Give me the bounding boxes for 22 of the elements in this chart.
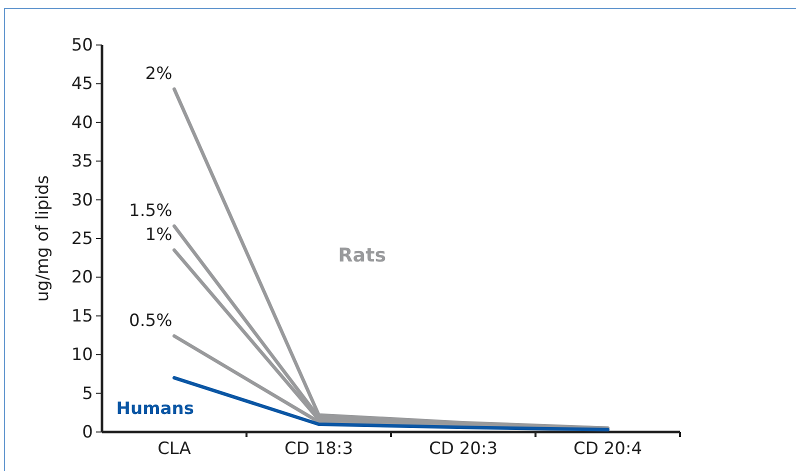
y-tick-label: 50: [71, 35, 93, 56]
series-label: 0.5%: [129, 311, 172, 332]
y-axis-title: ug/mg of lipids: [33, 175, 53, 302]
series-label: 1%: [145, 225, 172, 246]
x-tick-label: CLA: [158, 439, 192, 459]
y-tick-label: 35: [71, 152, 93, 172]
y-tick-label: 40: [71, 112, 93, 133]
y-tick-label: 0: [82, 422, 93, 442]
series-label: Humans: [116, 398, 194, 419]
y-tick-label: 20: [71, 268, 93, 288]
x-tick-label: CD 18:3: [284, 439, 354, 459]
series-label: 1.5%: [129, 201, 172, 222]
x-tick-label: CD 20:3: [428, 439, 498, 459]
x-tick-label: CD 20:4: [573, 439, 642, 459]
y-tick-label: 5: [82, 384, 93, 404]
y-tick-label: 25: [71, 228, 93, 249]
y-tick-label: 45: [71, 74, 93, 94]
series-label: 2%: [145, 64, 172, 84]
y-tick-label: 10: [71, 345, 93, 366]
y-tick-label: 15: [71, 306, 93, 326]
y-tick-label: 30: [71, 190, 93, 210]
annotation: Rats: [338, 244, 386, 267]
